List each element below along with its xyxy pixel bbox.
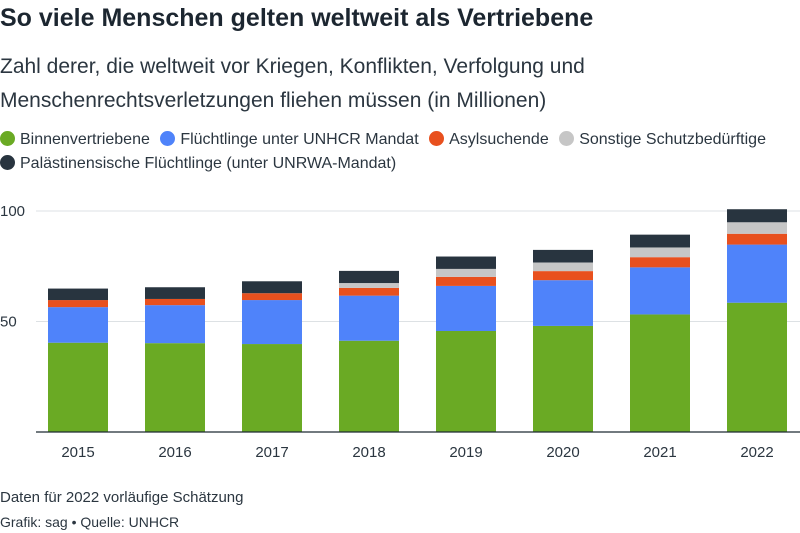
legend-label: Binnenvertriebene [20, 131, 150, 148]
bars-layer [48, 209, 787, 432]
bar-segment-2017-4 [242, 281, 302, 294]
bar-segment-2016-4 [145, 287, 205, 299]
x-tick-label: 2015 [61, 444, 94, 461]
legend-label: Sonstige Schutzbedürftige [579, 131, 766, 148]
bar-segment-2018-0 [339, 340, 399, 432]
bar-segment-2021-0 [630, 314, 690, 432]
bar-segment-2020-0 [533, 325, 593, 432]
legend-item-binnenvertriebene: Binnenvertriebene [0, 131, 150, 148]
y-tick-label: 100 [0, 203, 25, 220]
bar-segment-2019-1 [436, 285, 496, 332]
x-tick-label: 2018 [352, 444, 385, 461]
legend-item-unrwa: Palästinensische Flüchtlinge (unter UNRW… [0, 155, 396, 172]
chart-subtitle: Zahl derer, die weltweit vor Kriegen, Ko… [0, 55, 585, 112]
bar-segment-2022-0 [727, 302, 787, 432]
bar-segment-2018-3 [339, 283, 399, 288]
bar-segment-2022-1 [727, 244, 787, 303]
bar-segment-2022-4 [727, 209, 787, 223]
bar-segment-2018-1 [339, 295, 399, 341]
bar-segment-2016-2 [145, 298, 205, 306]
x-axis: 2015 2016 2017 2018 2019 2020 2021 2022 [36, 431, 800, 461]
bar-segment-2022-3 [727, 222, 787, 234]
x-tick-label: 2019 [449, 444, 482, 461]
bar-segment-2015-4 [48, 288, 108, 301]
bar-segment-2020-2 [533, 271, 593, 281]
chart-title: So viele Menschen gelten weltweit als Ve… [0, 4, 594, 32]
x-tick-label: 2020 [546, 444, 579, 461]
legend-swatch [429, 131, 445, 146]
legend-item-fluechtlinge-unhcr: Flüchtlinge unter UNHCR Mandat [160, 131, 419, 148]
bar-segment-2018-2 [339, 287, 399, 296]
bar-segment-2021-2 [630, 257, 690, 268]
bar-segment-2015-2 [48, 300, 108, 308]
bar-segment-2018-4 [339, 270, 399, 284]
source-line: Grafik: sag • Quelle: UNHCR [0, 514, 180, 530]
bar-segment-2019-2 [436, 276, 496, 286]
legend-swatch [0, 155, 15, 170]
stacked-bar-chart: 50 100 2015 2016 2017 2018 2019 2020 2021 2022 [0, 203, 800, 461]
bar-segment-2020-1 [533, 280, 593, 326]
x-tick-label: 2022 [740, 444, 773, 461]
bar-segment-2022-2 [727, 233, 787, 245]
x-tick-label: 2016 [158, 444, 191, 461]
x-tick-label: 2021 [643, 444, 676, 461]
x-tick-label: 2017 [255, 444, 288, 461]
bar-segment-2016-1 [145, 305, 205, 344]
bar-segment-2021-4 [630, 234, 690, 248]
legend-label: Asylsuchende [449, 131, 549, 148]
legend-item-asylsuchende: Asylsuchende [429, 131, 549, 148]
bar-segment-2017-0 [242, 344, 302, 432]
bar-segment-2017-2 [242, 293, 302, 301]
y-tick-label: 50 [0, 314, 17, 331]
bar-segment-2017-1 [242, 300, 302, 345]
bar-segment-2015-1 [48, 307, 108, 343]
legend-swatch [559, 131, 575, 146]
chart-legend: Binnenvertriebene Flüchtlinge unter UNHC… [0, 128, 780, 176]
bar-segment-2021-3 [630, 247, 690, 258]
legend-label: Flüchtlinge unter UNHCR Mandat [180, 131, 419, 148]
bar-segment-2020-3 [533, 262, 593, 272]
footnote: Daten für 2022 vorläufige Schätzung [0, 489, 244, 506]
legend-label: Palästinensische Flüchtlinge (unter UNRW… [20, 155, 397, 172]
bar-segment-2016-0 [145, 343, 205, 432]
legend-item-sonstige: Sonstige Schutzbedürftige [559, 131, 766, 148]
bar-segment-2020-4 [533, 249, 593, 263]
bar-segment-2021-1 [630, 267, 690, 315]
bar-segment-2019-0 [436, 331, 496, 432]
bar-segment-2019-3 [436, 268, 496, 277]
legend-swatch [160, 131, 176, 146]
legend-swatch [0, 131, 15, 146]
bar-segment-2015-0 [48, 342, 108, 432]
bar-segment-2019-4 [436, 256, 496, 269]
